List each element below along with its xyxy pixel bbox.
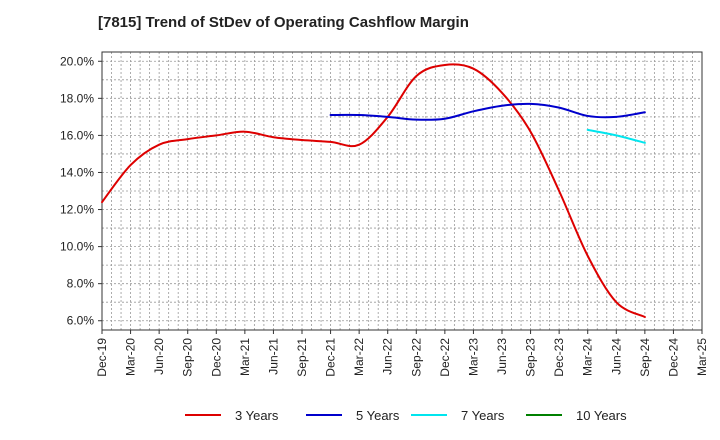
x-tick-label: Mar-21 (238, 338, 252, 376)
chart-title: [7815] Trend of StDev of Operating Cashf… (98, 14, 469, 31)
legend-label: 10 Years (576, 407, 627, 423)
axis-ticks: 6.0% 8.0% 10.0% 12.0% 14.0% 16.0% 18.0% 20.0% De… (60, 54, 709, 376)
x-tick-label: Sep-22 (409, 338, 423, 377)
legend-item-5-years: 5 Years (306, 404, 399, 426)
x-tick-label: Dec-24 (666, 338, 680, 377)
x-tick-label: Dec-21 (324, 338, 338, 377)
y-tick-label: 12.0% (60, 203, 94, 217)
y-tick-label: 6.0% (67, 314, 95, 328)
legend-item-3-years: 3 Years (185, 404, 278, 426)
y-tick-label: 16.0% (60, 128, 94, 142)
series-line-7-years (586, 128, 646, 144)
x-tick-label: Sep-23 (524, 338, 538, 377)
x-tick-label: Jun-20 (152, 338, 166, 375)
x-tick-label: Sep-24 (638, 338, 652, 377)
y-tick-label: 10.0% (60, 240, 94, 254)
legend-swatch (526, 414, 562, 416)
x-tick-label: Mar-25 (695, 338, 709, 376)
x-tick-label: Mar-22 (352, 338, 366, 376)
x-tick-label: Sep-20 (181, 338, 195, 377)
x-tick-label: Jun-21 (266, 338, 280, 375)
legend-swatch (306, 414, 342, 416)
legend-item-7-years: 7 Years (411, 404, 504, 426)
legend-label: 3 Years (235, 407, 279, 423)
y-tick-label: 8.0% (67, 277, 95, 291)
x-tick-label: Mar-20 (124, 338, 138, 376)
x-tick-label: Dec-19 (95, 338, 109, 377)
legend-label: 5 Years (356, 407, 400, 423)
x-tick-label: Jun-23 (495, 338, 509, 375)
legend-swatch (185, 414, 221, 416)
y-tick-label: 20.0% (60, 54, 94, 68)
x-tick-label: Dec-20 (209, 338, 223, 377)
y-tick-label: 18.0% (60, 91, 94, 105)
series-line-5-years (329, 102, 646, 121)
legend-label: 7 Years (461, 407, 505, 423)
x-tick-label: Dec-22 (438, 338, 452, 377)
legend: 3 Years 5 Years 7 Years 10 Years (0, 404, 720, 428)
plot-area (101, 51, 703, 331)
legend-swatch (411, 414, 447, 416)
x-tick-label: Jun-24 (609, 338, 623, 375)
x-tick-label: Mar-23 (466, 338, 480, 376)
x-tick-label: Dec-23 (552, 338, 566, 377)
x-tick-label: Mar-24 (581, 338, 595, 376)
x-tick-label: Sep-21 (295, 338, 309, 377)
y-tick-label: 14.0% (60, 165, 94, 179)
series-lines (101, 63, 646, 319)
line-chart: 6.0% 8.0% 10.0% 12.0% 14.0% 16.0% 18.0% 20.0% De… (60, 51, 709, 377)
legend-item-10-years: 10 Years (526, 404, 627, 426)
x-tick-label: Jun-22 (381, 338, 395, 375)
series-line-3-years (101, 63, 646, 319)
